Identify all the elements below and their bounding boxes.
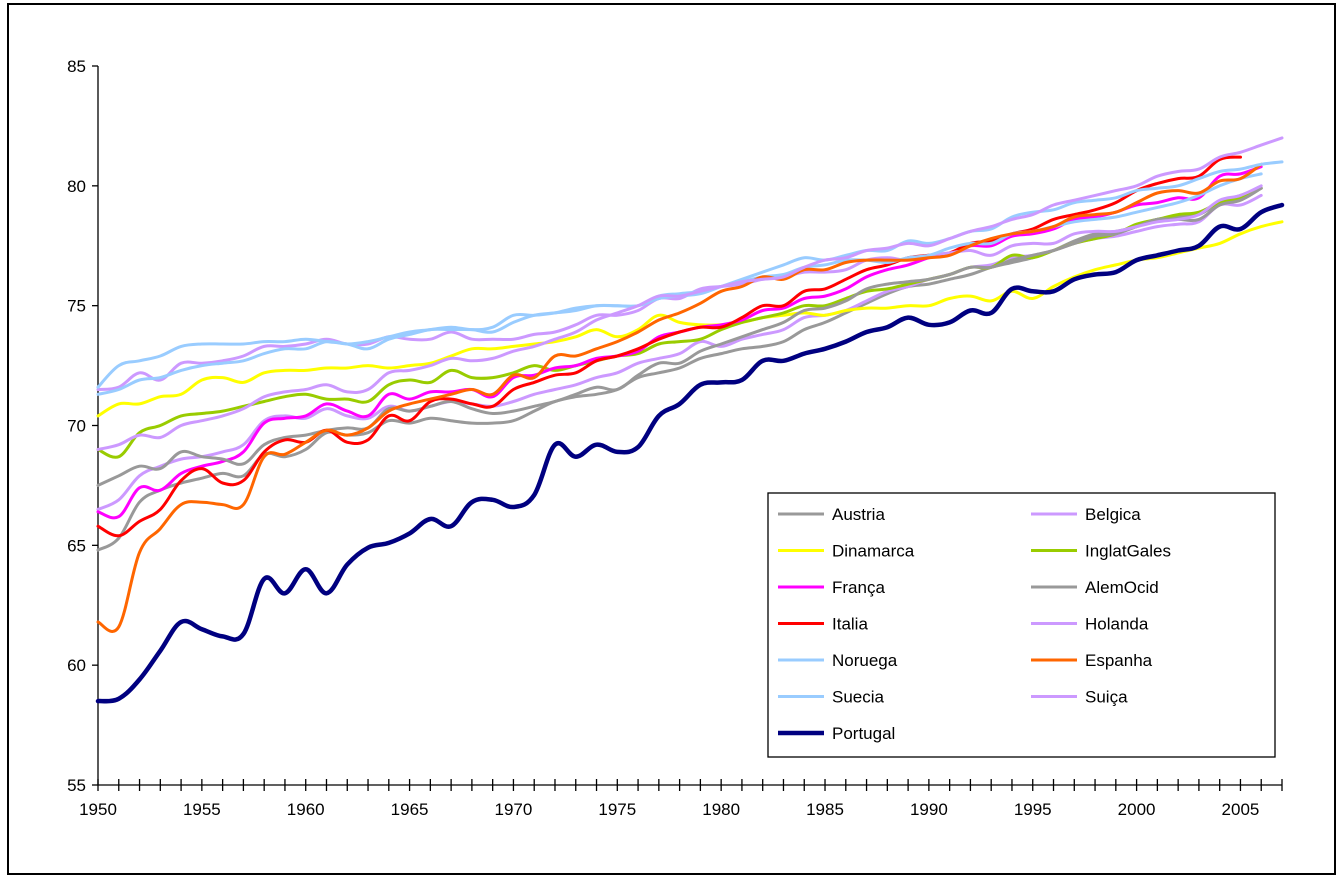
series-line-austria — [96, 186, 1263, 552]
y-tick-label: 65 — [67, 536, 86, 555]
legend-label: Italia — [832, 615, 868, 634]
legend-label: Espanha — [1085, 651, 1153, 670]
legend-label: Suiça — [1085, 688, 1128, 707]
legend: Austria Belgica Dinamarca InglatGales França… — [767, 492, 1276, 758]
series-line-dinamarca — [96, 220, 1284, 418]
series-line-holanda — [96, 184, 1263, 391]
series-line-sui-a — [96, 136, 1284, 451]
life-expectancy-line-chart: 55 60 65 70 75 80 85 1950 1955 1960 1965 1970 1975 19… — [67, 57, 1285, 819]
legend-label: Suecia — [832, 688, 885, 707]
series-line-alemocid — [96, 186, 1263, 487]
x-tick-label: 2005 — [1222, 800, 1260, 819]
y-tick-label: 80 — [67, 177, 86, 196]
x-tick-label: 1975 — [598, 800, 636, 819]
legend-label: França — [832, 578, 885, 597]
legend-label: Noruega — [832, 651, 898, 670]
series-line-italia — [96, 155, 1242, 538]
x-tick-label: 2000 — [1118, 800, 1156, 819]
x-tick-label: 1995 — [1014, 800, 1052, 819]
y-tick-label: 75 — [67, 297, 86, 316]
legend-label: Austria — [832, 505, 885, 524]
series-line-noruega — [96, 172, 1263, 389]
series-layer — [95, 136, 1285, 704]
x-tick-label: 1965 — [391, 800, 429, 819]
x-tick-label: 1990 — [910, 800, 948, 819]
legend-box — [767, 492, 1276, 758]
y-tick-label: 60 — [67, 656, 86, 675]
legend-label: AlemOcid — [1085, 578, 1159, 597]
x-tick-label: 1960 — [287, 800, 325, 819]
x-tick-label: 1985 — [806, 800, 844, 819]
legend-label: Holanda — [1085, 615, 1149, 634]
y-tick-label: 55 — [67, 776, 86, 795]
legend-label: InglatGales — [1085, 542, 1171, 561]
y-tick-label: 70 — [67, 417, 86, 436]
series-line-portugal — [95, 202, 1285, 704]
axes: 55 60 65 70 75 80 85 1950 1955 1960 1965 1970 1975 19… — [67, 57, 1283, 819]
x-tick-label: 1980 — [702, 800, 740, 819]
legend-label: Portugal — [832, 724, 895, 743]
legend-label: Dinamarca — [832, 542, 915, 561]
chart-frame: 55 60 65 70 75 80 85 1950 1955 1960 1965 1970 1975 19… — [7, 3, 1336, 875]
legend-label: Belgica — [1085, 505, 1141, 524]
y-tick-label: 85 — [67, 57, 86, 76]
x-tick-label: 1970 — [495, 800, 533, 819]
x-tick-label: 1955 — [183, 800, 221, 819]
x-tick-label: 1950 — [79, 800, 117, 819]
series-line-espanha — [96, 162, 1263, 633]
